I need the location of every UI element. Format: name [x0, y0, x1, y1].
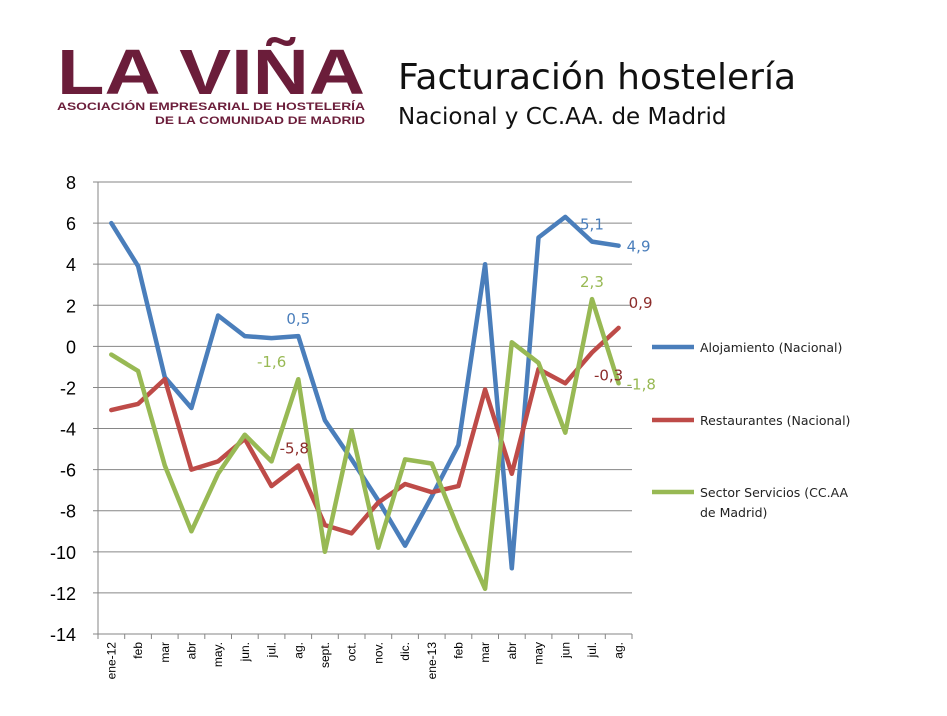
x-tick-label: ene-13 [425, 642, 439, 680]
data-label: -1,6 [257, 353, 286, 371]
x-tick-label: jul. [585, 642, 599, 658]
y-tick-label: -12 [50, 584, 76, 604]
y-tick-label: -8 [60, 502, 76, 522]
x-tick-label: nov. [371, 642, 385, 664]
y-tick-label: 4 [66, 255, 76, 275]
series-line-2 [109, 296, 621, 592]
x-tick-label: mar [158, 642, 172, 663]
y-tick-label: -10 [50, 543, 76, 563]
series-lines [109, 214, 621, 592]
y-tick-label: 8 [66, 173, 76, 193]
grid-lines [93, 181, 632, 635]
x-tick-label: ene-12 [104, 642, 118, 680]
y-tick-label: -14 [50, 625, 76, 645]
header: Facturación hostelería Nacional y CC.AA.… [398, 56, 796, 130]
data-label: -1,8 [627, 375, 656, 393]
y-tick-label: 6 [66, 214, 76, 234]
legend-label: Sector Servicios (CC.AA de Madrid) [700, 485, 848, 520]
y-tick-label: -6 [60, 461, 76, 481]
data-label: 4,9 [627, 238, 651, 256]
logo-line1: ASOCIACIÓN EMPRESARIAL DE HOSTELERÍA [57, 100, 365, 113]
y-tick-label: 0 [66, 337, 76, 357]
x-tick-label: dic. [398, 642, 412, 661]
la-vina-logo: LA VIÑA ASOCIACIÓN EMPRESARIAL DE HOSTEL… [57, 36, 365, 127]
series-line-1 [109, 325, 621, 536]
x-tick-label: abr [505, 642, 519, 659]
x-tick-label: jul. [265, 642, 279, 658]
x-tick-label: jun. [238, 642, 252, 662]
data-label: -0,3 [594, 367, 623, 385]
x-tick-label: mar [478, 642, 492, 663]
page-subtitle: Nacional y CC.AA. de Madrid [398, 104, 727, 130]
data-label: 0,9 [629, 294, 653, 312]
y-tick-label: -2 [60, 378, 76, 398]
x-tick-label: abr [184, 642, 198, 659]
data-labels: 0,5 5,1 4,9 -5,8 -0,3 0,9 -1,6 2,3 -1,8 [257, 216, 656, 458]
x-tick-label: jun [558, 642, 572, 659]
y-tick-label: 2 [66, 296, 76, 316]
x-tick-label: feb [451, 642, 465, 659]
x-tick-label: may [532, 642, 546, 665]
logo-name: LA VIÑA [57, 36, 365, 108]
x-tick-label: ag. [612, 642, 626, 659]
legend: Alojamiento (Nacional) Restaurantes (Naci… [652, 340, 850, 520]
legend-label: Alojamiento (Nacional) [700, 340, 842, 355]
x-tick-label: ag. [291, 642, 305, 659]
data-label: 5,1 [580, 216, 604, 234]
logo-line2: DE LA COMUNIDAD DE MADRID [155, 115, 365, 127]
x-tick-label: may. [211, 642, 225, 667]
data-label: 0,5 [286, 310, 310, 328]
x-tick-label: oct. [345, 642, 359, 661]
y-tick-label: -4 [60, 420, 76, 440]
data-label: 2,3 [580, 273, 604, 291]
legend-label: Restaurantes (Nacional) [700, 413, 850, 428]
page-title: Facturación hostelería [398, 57, 797, 98]
x-tick-label: feb [131, 642, 145, 659]
data-label: -5,8 [280, 440, 309, 458]
x-tick-label: sept. [318, 642, 332, 668]
